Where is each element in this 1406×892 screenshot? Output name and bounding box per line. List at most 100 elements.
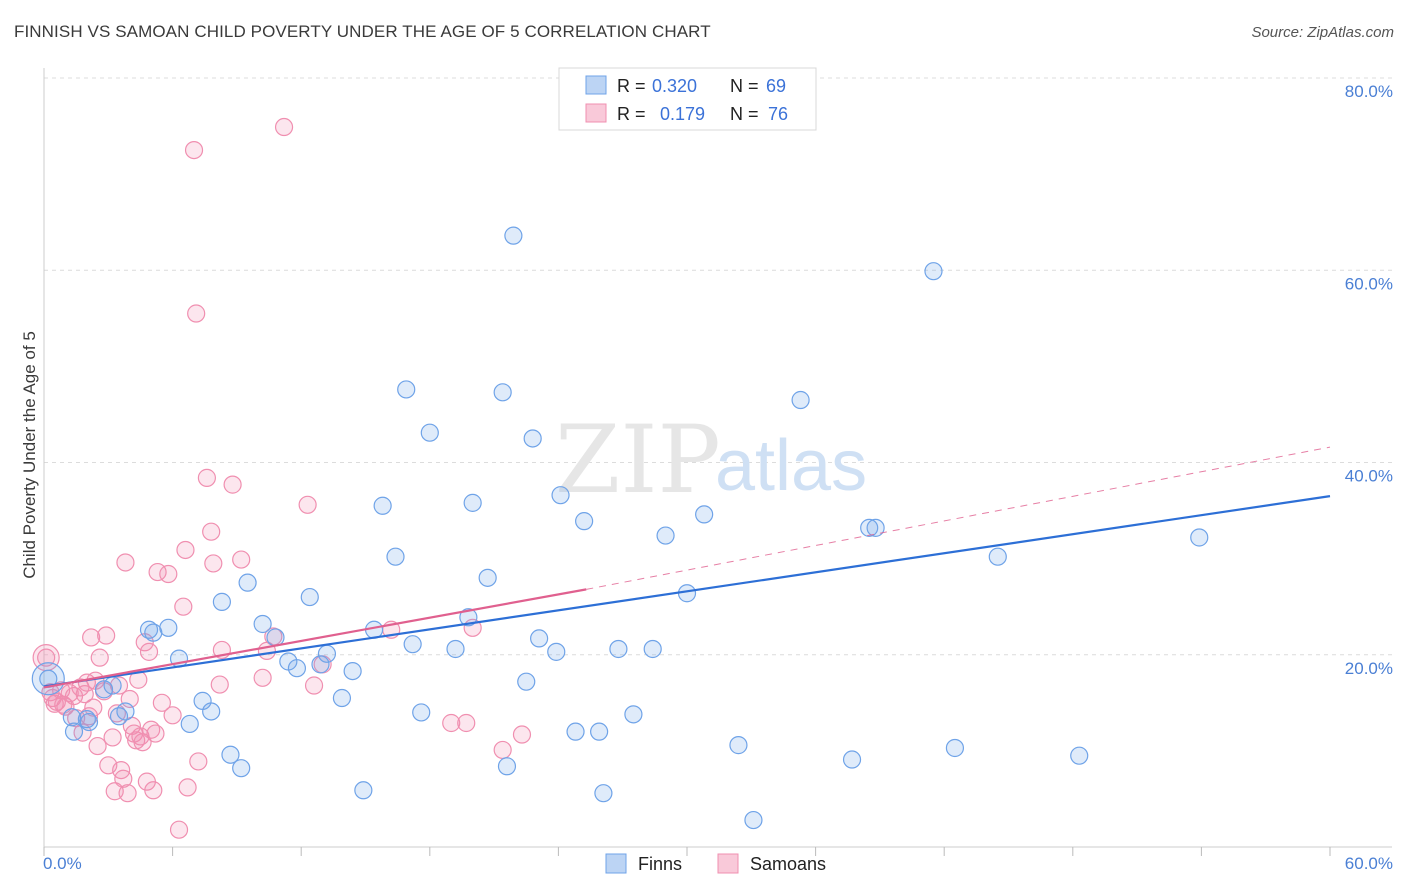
samoan-point: [90, 648, 109, 667]
finn-point: [144, 623, 163, 642]
samoan-point: [103, 728, 122, 747]
x-tick-label: 60.0%: [1345, 854, 1393, 873]
finns-trend-line: [43, 495, 1331, 688]
finn-point: [221, 745, 240, 764]
finn-point: [343, 661, 362, 681]
samoan-point: [152, 693, 171, 712]
samoan-point: [176, 540, 195, 560]
samoan-point: [189, 752, 208, 771]
tick-labels: 20.0% 40.0% 60.0% 80.0% 0.0% 60.0%: [43, 82, 1393, 873]
samoan-point: [97, 626, 116, 645]
y-tick-label: 60.0%: [1345, 274, 1393, 293]
finn-point: [232, 759, 251, 778]
samoan-point: [204, 554, 223, 573]
samoan-point: [82, 628, 101, 647]
finn-point: [504, 226, 523, 245]
samoan-point: [197, 468, 216, 487]
samoan-point: [304, 676, 324, 695]
finn-point: [988, 547, 1007, 566]
samoan-point: [133, 733, 152, 752]
samoan-point: [169, 820, 189, 839]
finn-point: [656, 526, 675, 545]
finn-point: [860, 518, 879, 537]
finn-point: [478, 568, 497, 587]
finn-point: [94, 680, 114, 699]
bottom-legend-finns: Finns: [638, 854, 682, 874]
samoan-point: [457, 713, 476, 733]
finn-point: [116, 702, 135, 721]
samoans-trend-extension: [586, 446, 1331, 590]
finn-point: [493, 383, 512, 402]
chart-source: Source: ZipAtlas.com: [1251, 24, 1394, 41]
axes: [43, 68, 1392, 856]
chart-title: FINNISH VS SAMOAN CHILD POVERTY UNDER TH…: [14, 22, 711, 41]
finn-point: [412, 703, 431, 722]
finn-point: [729, 736, 748, 755]
samoan-point: [298, 495, 317, 514]
samoan-point: [202, 522, 221, 541]
finn-point: [1190, 528, 1209, 547]
watermark: ZIP atlas: [555, 406, 867, 515]
finn-point: [530, 629, 549, 648]
finn-point: [62, 708, 81, 727]
finn-point: [866, 518, 885, 537]
finn-point: [695, 505, 714, 524]
finns-points: [31, 226, 1209, 830]
legend-samoans-r: 0.179: [660, 104, 705, 124]
finn-point: [463, 493, 482, 512]
samoan-point: [144, 781, 163, 800]
finn-point: [842, 750, 862, 769]
finn-point: [551, 486, 570, 505]
finn-point: [238, 573, 257, 592]
samoan-point: [442, 713, 461, 733]
samoan-point: [232, 550, 251, 569]
finn-point: [373, 496, 392, 515]
finn-point: [594, 784, 613, 803]
samoan-point: [88, 736, 107, 756]
legend-finns-swatch: [585, 75, 607, 95]
finn-point: [332, 688, 352, 708]
finn-point: [397, 380, 416, 399]
watermark-zip: ZIP: [555, 406, 721, 515]
finn-point: [354, 781, 373, 800]
samoan-point: [210, 675, 229, 694]
finn-point: [744, 810, 763, 830]
finn-point: [420, 423, 439, 442]
finn-point: [311, 655, 330, 674]
grid-lines: [44, 77, 1392, 656]
finn-point: [103, 676, 122, 695]
bottom-legend-samoans-swatch: [717, 853, 739, 874]
samoan-point: [493, 740, 512, 760]
samoan-point: [84, 698, 103, 717]
y-tick-label: 40.0%: [1345, 467, 1393, 486]
bottom-legend-finns-swatch: [605, 853, 627, 874]
finn-point: [403, 635, 422, 654]
samoan-point: [146, 724, 165, 743]
finn-point: [523, 429, 542, 448]
samoan-point: [109, 676, 129, 695]
legend-finns-n-label: N =: [730, 76, 759, 96]
y-tick-label: 80.0%: [1345, 82, 1393, 101]
finn-point: [791, 390, 810, 410]
samoan-point: [75, 685, 94, 704]
samoans-points: [32, 117, 532, 839]
samoan-point: [178, 778, 197, 797]
legend-samoans-n: 76: [768, 104, 788, 124]
finn-point: [287, 659, 307, 678]
samoan-point: [139, 642, 159, 661]
samoan-point: [163, 706, 182, 725]
samoan-point: [114, 769, 133, 788]
trend-lines: [43, 446, 1331, 689]
y-tick-label: 20.0%: [1345, 659, 1393, 678]
finn-point: [159, 618, 178, 637]
legend-samoans-r-label: R =: [617, 104, 646, 124]
finn-point: [609, 639, 628, 659]
finn-point: [180, 714, 199, 734]
samoan-point: [274, 117, 294, 137]
finn-point: [317, 644, 337, 663]
legend-finns-r: 0.320: [652, 76, 697, 96]
legend-finns-r-label: R =: [617, 76, 646, 96]
finn-point: [945, 738, 965, 758]
bottom-legend-samoans: Samoans: [750, 854, 826, 874]
